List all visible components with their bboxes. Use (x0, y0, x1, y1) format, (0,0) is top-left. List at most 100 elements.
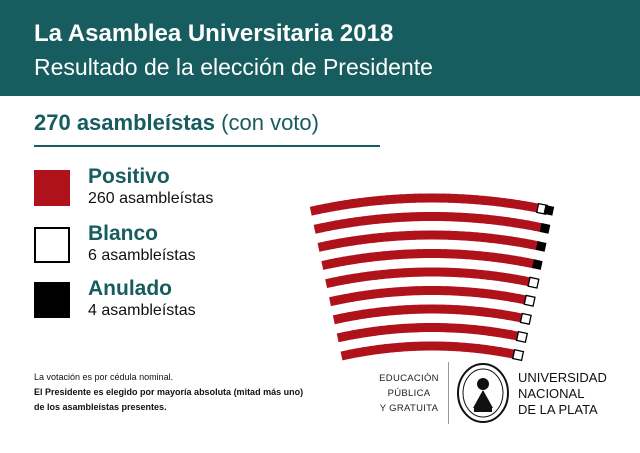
footnote-line-2: El Presidente es elegido por mayoría abs… (34, 387, 304, 397)
seat-positivo (456, 305, 466, 315)
legend-swatch-anulado (34, 282, 70, 318)
seat-positivo (437, 267, 448, 277)
header-banner: La Asamblea Universitaria 2018 Resultado… (0, 0, 640, 96)
legend-count-blanco: 6 asambleístas (88, 247, 196, 264)
seat-anulado (531, 259, 543, 270)
footnote-line-1: La votación es por cédula nominal. (34, 372, 174, 382)
seat-positivo (434, 230, 444, 240)
seat-blanco (523, 294, 536, 307)
seat-positivo (416, 267, 427, 277)
footer-divider (448, 362, 449, 424)
seat-positivo (409, 267, 420, 277)
page-subtitle: Resultado de la elección de Presidente (34, 54, 433, 80)
title-divider (34, 145, 380, 147)
seat-positivo (402, 267, 413, 278)
seat-positivo (431, 285, 441, 296)
seat-positivo (452, 323, 463, 333)
seat-positivo (427, 341, 437, 351)
slogan-line-3: Y GRATUITA (379, 403, 439, 414)
seat-positivo (420, 341, 430, 351)
seat-positivo (430, 267, 441, 277)
seat-positivo (427, 193, 437, 203)
legend-label-positivo: Positivo (88, 165, 170, 188)
legend-count-anulado: 4 asambleístas (88, 302, 196, 319)
university-line-2: NACIONAL (518, 386, 585, 401)
seat-positivo (474, 287, 485, 298)
seat-positivo (390, 305, 401, 316)
university-name: UNIVERSIDAD NACIONAL DE LA PLATA (518, 370, 607, 418)
seat-positivo (401, 323, 412, 333)
seat-positivo (441, 304, 452, 314)
seat-positivo (417, 249, 427, 259)
seat-positivo (423, 285, 433, 296)
seat-anulado (543, 204, 555, 216)
seat-positivo (438, 286, 448, 296)
seat-positivo (379, 287, 390, 298)
seat-positivo (420, 193, 430, 203)
seat-positivo (445, 286, 455, 296)
seat-positivo (431, 322, 441, 333)
seat-positivo (444, 267, 455, 277)
seat-positivo (398, 305, 408, 315)
university-line-3: DE LA PLATA (518, 402, 598, 417)
seat-positivo (383, 343, 394, 354)
seat-positivo (463, 305, 474, 316)
total-number: 270 asambleístas (34, 110, 216, 135)
seat-positivo (434, 341, 444, 351)
seat-anulado (539, 223, 551, 234)
seat-positivo (459, 286, 470, 297)
seat-positivo (405, 341, 416, 352)
seat-positivo (416, 323, 426, 333)
seat-positivo (423, 267, 434, 277)
seat-positivo (398, 342, 408, 352)
seat-positivo (394, 323, 405, 334)
legend-count-positivo: 260 asambleístas (88, 190, 214, 207)
education-slogan: EDUCACIÓN PÚBLICA Y GRATUITA (376, 371, 442, 416)
slogan-line-2: PÚBLICA (387, 388, 431, 399)
seat-positivo (413, 230, 423, 240)
seat-positivo (467, 287, 477, 298)
seat-positivo (437, 212, 447, 222)
seat-positivo (441, 193, 451, 203)
seat-blanco (527, 276, 540, 289)
seat-positivo (434, 304, 444, 314)
seat-positivo (416, 286, 426, 296)
seat-positivo (401, 286, 412, 296)
seat-positivo (445, 323, 455, 333)
slogan-line-1: EDUCACIÓN (379, 373, 439, 384)
seat-blanco (519, 312, 532, 325)
seat-positivo (459, 323, 470, 334)
seat-positivo (395, 268, 406, 278)
seat-positivo (387, 287, 397, 298)
seat-positivo (427, 304, 437, 314)
seat-positivo (449, 304, 459, 315)
seat-positivo (430, 211, 440, 222)
seat-anulado (535, 241, 547, 252)
seat-positivo (412, 304, 423, 314)
total-suffix: (con voto) (221, 110, 319, 135)
legend-label-blanco: Blanco (88, 222, 159, 245)
seat-positivo (380, 325, 390, 336)
seat-positivo (452, 286, 463, 296)
seat-positivo (430, 248, 440, 259)
seat-positivo (451, 267, 462, 278)
seat-positivo (424, 211, 434, 222)
seat-positivo (387, 324, 398, 335)
seat-positivo (409, 323, 419, 333)
seat-positivo (406, 193, 416, 204)
seat-positivo (409, 286, 419, 296)
seat-positivo (466, 324, 477, 335)
seat-positivo (383, 306, 394, 317)
seat-positivo (413, 193, 423, 203)
footnote-line-3: de los asambleístas presentes. (34, 402, 167, 412)
total-voters: 270 asambleístas (con voto) (34, 110, 319, 136)
seat-blanco (515, 330, 529, 344)
seat-positivo (434, 193, 444, 203)
seat-positivo (463, 342, 473, 353)
seat-positivo (394, 286, 405, 297)
legend-swatch-blanco (34, 227, 70, 263)
seat-positivo (448, 341, 459, 352)
seat-positivo (423, 322, 433, 333)
page-title: La Asamblea Universitaria 2018 (34, 20, 394, 47)
